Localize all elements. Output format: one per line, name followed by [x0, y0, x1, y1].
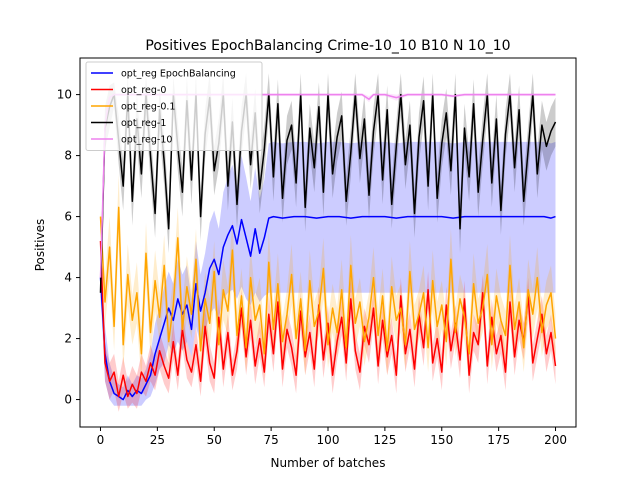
x-tick-label-7: 175 [487, 433, 510, 447]
x-tick-label-5: 125 [373, 433, 396, 447]
legend-label-3: opt_reg-1 [121, 118, 166, 129]
y-tick-label-5: 10 [57, 88, 72, 102]
legend: opt_reg EpochBalancing opt_reg-0 opt_reg-0… [85, 61, 263, 151]
legend-label-0: opt_reg EpochBalancing [121, 69, 236, 80]
x-tick-label-8: 200 [544, 433, 567, 447]
legend-label-1: opt_reg-0 [121, 85, 166, 96]
band-series-0 [100, 141, 556, 406]
line-series-0 [99, 215, 556, 401]
x-tick-label-6: 150 [430, 433, 453, 447]
y-tick-label-0: 0 [64, 393, 72, 407]
y-tick-label-4: 8 [64, 149, 72, 163]
x-tick-label-3: 75 [263, 433, 278, 447]
line-series-2 [99, 206, 557, 355]
plot-frame [79, 57, 577, 428]
y-axis-label: Positives [33, 219, 47, 272]
line-series-1 [99, 240, 557, 398]
x-tick-label-2: 50 [207, 433, 222, 447]
legend-label-2: opt_reg-0.1 [121, 102, 175, 113]
x-tick-label-1: 25 [150, 433, 165, 447]
band-series-2 [100, 173, 556, 379]
y-tick-label-3: 6 [64, 210, 72, 224]
chart-title: Positives EpochBalancing Crime-10_10 B10… [145, 38, 510, 54]
legend-label-4: opt_reg-10 [121, 135, 172, 146]
y-tick-label-1: 2 [64, 332, 72, 346]
x-axis-label: Number of batches [271, 456, 386, 470]
x-tick-label-0: 0 [97, 433, 105, 447]
y-tick-label-2: 4 [64, 271, 72, 285]
legend-box [85, 61, 263, 151]
band-series-3 [100, 73, 556, 309]
x-tick-label-4: 100 [317, 433, 340, 447]
axis-ticks: 0 25 50 75 100 125 150 175 200 0 2 4 6 8 10 [57, 88, 567, 447]
